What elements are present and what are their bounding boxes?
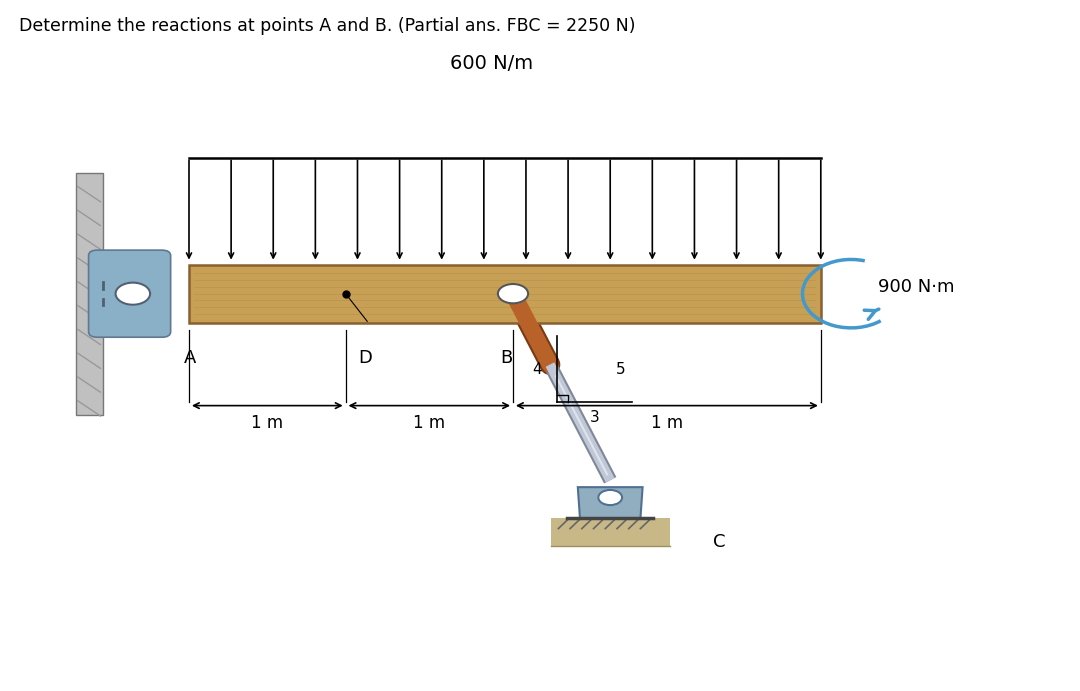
Text: A: A bbox=[184, 349, 195, 367]
Text: 3: 3 bbox=[590, 410, 599, 424]
Text: 4: 4 bbox=[532, 361, 542, 377]
Circle shape bbox=[116, 283, 150, 305]
Circle shape bbox=[498, 284, 528, 303]
Text: 1 m: 1 m bbox=[651, 414, 683, 432]
Circle shape bbox=[598, 490, 622, 505]
Text: 600 N/m: 600 N/m bbox=[450, 54, 532, 73]
Text: 1 m: 1 m bbox=[252, 414, 283, 432]
FancyBboxPatch shape bbox=[89, 250, 171, 337]
Text: Determine the reactions at points A and B. (Partial ans. FBC = 2250 N): Determine the reactions at points A and … bbox=[19, 17, 636, 35]
Text: C: C bbox=[713, 533, 726, 551]
Text: 1 m: 1 m bbox=[414, 414, 445, 432]
FancyBboxPatch shape bbox=[189, 265, 821, 323]
Text: D: D bbox=[359, 349, 373, 367]
FancyBboxPatch shape bbox=[551, 518, 670, 546]
Text: B: B bbox=[500, 349, 512, 367]
Text: 5: 5 bbox=[616, 361, 625, 377]
FancyBboxPatch shape bbox=[76, 173, 103, 415]
Text: 900 N·m: 900 N·m bbox=[878, 278, 955, 296]
Polygon shape bbox=[578, 487, 643, 518]
